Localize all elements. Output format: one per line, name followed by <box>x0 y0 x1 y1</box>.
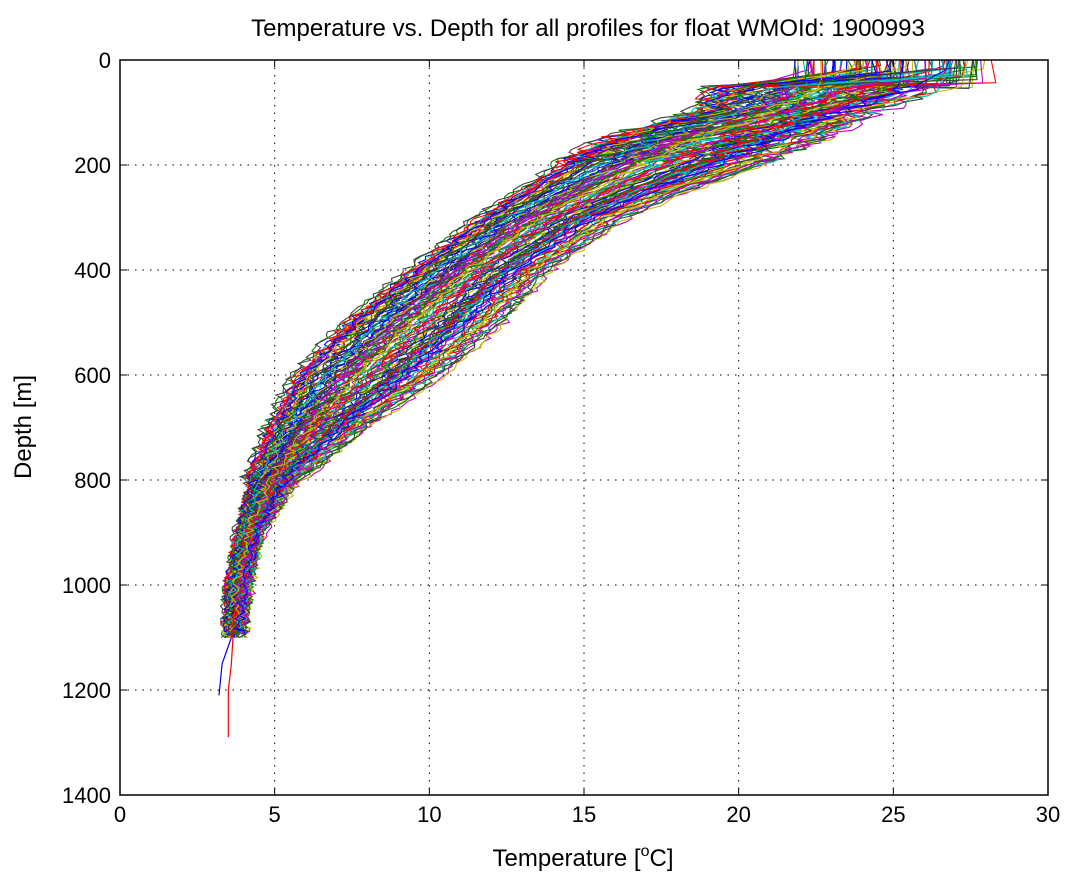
x-axis-label: Temperature [oC] <box>493 843 674 872</box>
x-tick-label: 0 <box>114 802 126 827</box>
profile-line <box>230 59 798 632</box>
profile-line <box>232 59 927 632</box>
chart-title: Temperature vs. Depth for all profiles f… <box>251 15 925 42</box>
profile-line <box>239 59 889 638</box>
x-axis-ticks: 0 5 10 15 20 25 30 <box>114 60 1060 827</box>
y-tick-label: 1000 <box>62 573 111 598</box>
profile-line <box>222 59 892 632</box>
profile-line <box>239 59 861 638</box>
y-tick-label: 200 <box>74 153 111 178</box>
x-tick-label: 15 <box>572 802 596 827</box>
x-tick-label: 30 <box>1036 802 1060 827</box>
profile-line <box>236 59 920 629</box>
x-axis-label-sup: o <box>641 843 650 860</box>
x-tick-label: 5 <box>269 802 281 827</box>
profile-line <box>221 59 851 635</box>
y-tick-label: 0 <box>99 48 111 73</box>
x-axis-label-post: C] <box>649 845 673 872</box>
profile-line <box>233 59 950 632</box>
y-tick-label: 1200 <box>62 678 111 703</box>
y-tick-label: 600 <box>74 363 111 388</box>
y-tick-label: 1400 <box>62 783 111 808</box>
profile-line <box>238 59 869 626</box>
profile-line <box>220 59 824 629</box>
profile-line-deep <box>227 611 236 738</box>
profile-line <box>224 59 848 638</box>
profiles <box>218 59 997 738</box>
y-axis-label: Depth [m] <box>10 375 37 479</box>
profile-line <box>239 59 969 626</box>
profile-line <box>239 59 928 638</box>
profile-line <box>231 59 930 638</box>
profile-line <box>236 59 808 629</box>
y-axis-ticks: 0 200 400 600 800 1000 1200 1400 <box>62 48 1048 808</box>
x-tick-label: 20 <box>726 802 750 827</box>
profile-line <box>231 59 997 635</box>
x-tick-label: 25 <box>881 802 905 827</box>
profile-line <box>223 59 960 639</box>
profile-line <box>223 59 857 629</box>
profile-line <box>238 59 920 629</box>
profile-line <box>221 59 934 629</box>
grid <box>120 60 1048 795</box>
x-tick-label: 10 <box>417 802 441 827</box>
profile-line <box>224 59 865 629</box>
y-tick-label: 800 <box>74 468 111 493</box>
profile-line <box>226 59 899 629</box>
profile-line <box>238 59 950 635</box>
y-tick-label: 400 <box>74 258 111 283</box>
profile-line-deep <box>218 637 232 696</box>
profile-line <box>227 59 822 638</box>
profile-line <box>223 59 968 635</box>
profile-line <box>232 59 951 629</box>
x-axis-label-pre: Temperature [ <box>493 845 641 872</box>
